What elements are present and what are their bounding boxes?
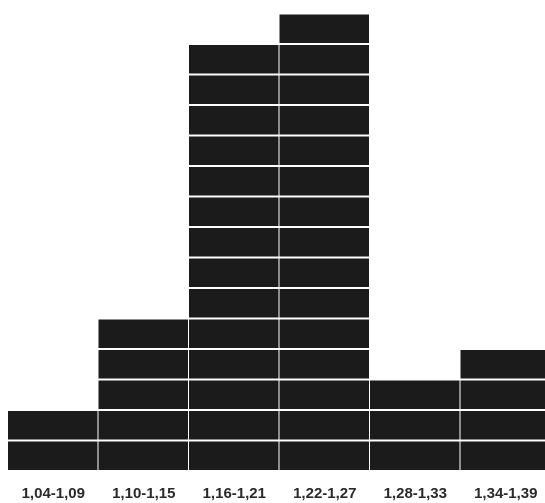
bar-unit-block bbox=[98, 319, 188, 348]
bar-unit-block bbox=[279, 289, 369, 318]
bar-unit-block bbox=[189, 75, 279, 104]
bar-unit-block bbox=[370, 411, 460, 440]
category-label: 1,22-1,27 bbox=[293, 485, 356, 502]
bar-unit-block bbox=[279, 167, 369, 196]
bar-unit-block bbox=[460, 350, 545, 379]
bar-unit-block bbox=[98, 411, 188, 440]
bar-unit-block bbox=[189, 411, 279, 440]
bar-unit-block bbox=[98, 350, 188, 379]
bar-unit-block bbox=[279, 197, 369, 226]
bar-unit-block bbox=[460, 380, 545, 409]
category-label: 1,34-1,39 bbox=[474, 485, 537, 502]
bar-unit-block bbox=[279, 258, 369, 287]
bar-unit-block bbox=[460, 441, 545, 470]
bar-unit-block bbox=[279, 380, 369, 409]
bar-unit-block bbox=[189, 289, 279, 318]
bar-unit-block bbox=[189, 106, 279, 135]
bar-unit-block bbox=[98, 441, 188, 470]
bar-unit-block bbox=[189, 167, 279, 196]
bar-unit-block bbox=[279, 106, 369, 135]
bar-1,28-1,33 bbox=[370, 380, 460, 470]
bar-1,10-1,15 bbox=[98, 319, 188, 470]
bar-unit-block bbox=[279, 319, 369, 348]
bar-unit-block bbox=[279, 350, 369, 379]
bar-unit-block bbox=[279, 411, 369, 440]
bar-unit-block bbox=[279, 14, 369, 43]
bar-unit-block bbox=[370, 380, 460, 409]
bar-unit-block bbox=[189, 197, 279, 226]
bar-1,04-1,09 bbox=[8, 411, 98, 470]
bar-1,22-1,27 bbox=[279, 14, 369, 470]
bar-unit-block bbox=[189, 258, 279, 287]
bar-unit-block bbox=[8, 441, 98, 470]
bar-unit-block bbox=[370, 441, 460, 470]
bar-unit-block bbox=[189, 380, 279, 409]
category-label: 1,10-1,15 bbox=[112, 485, 175, 502]
bar-unit-block bbox=[189, 228, 279, 257]
bar-unit-block bbox=[279, 45, 369, 74]
category-labels: 1,04-1,09 1,10-1,15 1,16-1,21 1,22-1,27 1,28… bbox=[22, 485, 538, 502]
bar-unit-block bbox=[189, 45, 279, 74]
bar-unit-block bbox=[8, 411, 98, 440]
bar-1,34-1,39 bbox=[460, 350, 545, 470]
bar-unit-block bbox=[279, 136, 369, 165]
category-label: 1,28-1,33 bbox=[384, 485, 447, 502]
bar-1,16-1,21 bbox=[189, 45, 279, 470]
bar-unit-block bbox=[279, 441, 369, 470]
bar-unit-block bbox=[189, 350, 279, 379]
bar-unit-block bbox=[98, 380, 188, 409]
bar-unit-block bbox=[279, 228, 369, 257]
category-label: 1,16-1,21 bbox=[203, 485, 266, 502]
bar-unit-block bbox=[189, 441, 279, 470]
bar-unit-block bbox=[279, 75, 369, 104]
bar-unit-block bbox=[460, 411, 545, 440]
category-label: 1,04-1,09 bbox=[22, 485, 85, 502]
bar-unit-block bbox=[189, 319, 279, 348]
bars-layer bbox=[8, 14, 545, 470]
bar-unit-block bbox=[189, 136, 279, 165]
